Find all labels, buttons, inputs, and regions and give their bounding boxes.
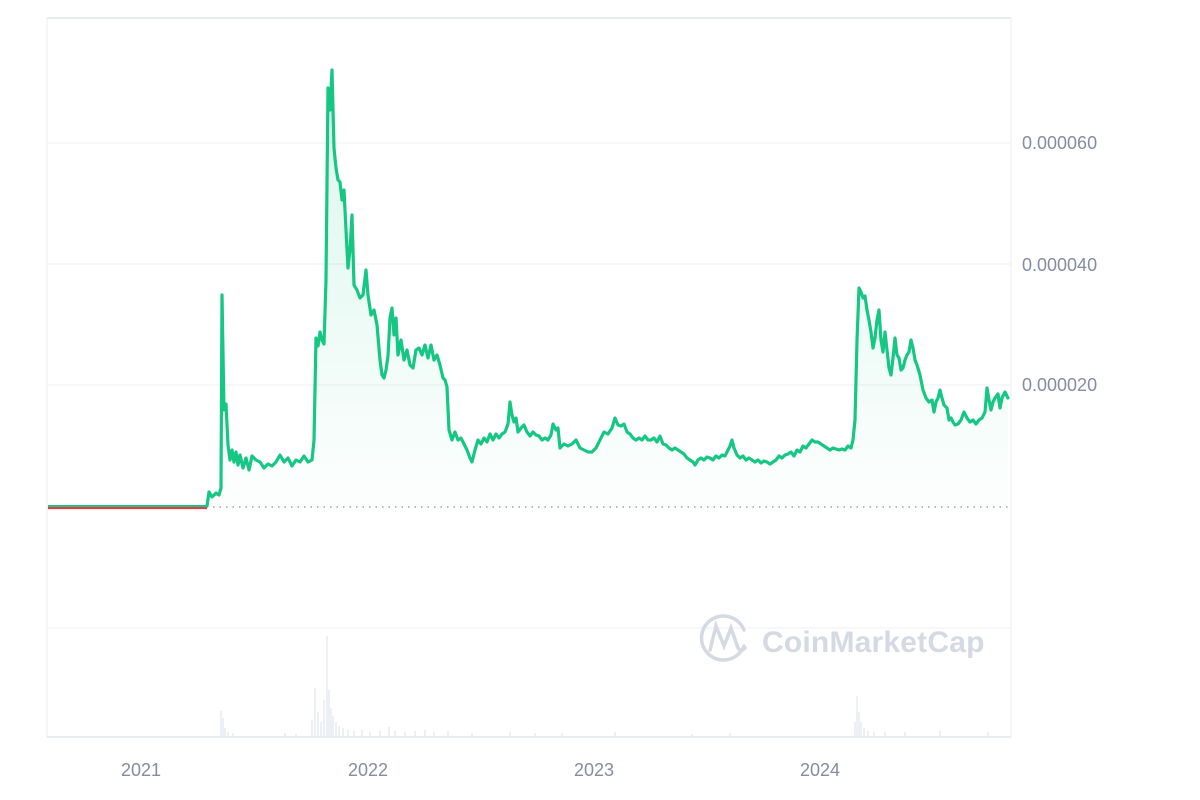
x-axis: 2021 2022 2023 2024	[121, 760, 840, 780]
coinmarketcap-watermark: CoinMarketCap	[699, 614, 985, 662]
price-line[interactable]	[205, 68, 1010, 508]
gridlines	[47, 142, 1011, 629]
watermark-text: CoinMarketCap	[762, 626, 985, 659]
coinmarketcap-logo-icon	[699, 614, 747, 662]
y-tick-label: 0.000020	[1022, 375, 1097, 395]
price-area-fill	[207, 70, 1008, 507]
volume-bars	[220, 636, 989, 736]
y-axis: 0.000060 0.000040 0.000020	[1022, 133, 1097, 395]
y-tick-label: 0.000040	[1022, 255, 1097, 275]
x-tick-label: 2024	[800, 760, 840, 780]
y-tick-label: 0.000060	[1022, 133, 1097, 153]
x-tick-label: 2021	[121, 760, 161, 780]
x-tick-label: 2023	[574, 760, 614, 780]
x-tick-label: 2022	[348, 760, 388, 780]
plot-frame	[46, 17, 1012, 738]
